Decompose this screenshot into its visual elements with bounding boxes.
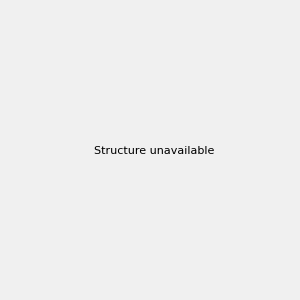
Text: Structure unavailable: Structure unavailable <box>94 146 214 157</box>
